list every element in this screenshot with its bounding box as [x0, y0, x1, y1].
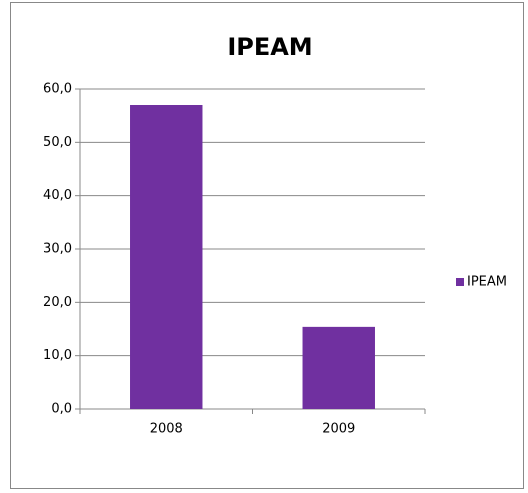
x-tick-label: 2009	[322, 422, 355, 437]
bar	[302, 326, 375, 409]
legend-label: IPEAM	[467, 275, 507, 290]
x-tick-label: 2008	[150, 422, 183, 437]
y-tick-label: 60,0	[43, 82, 72, 97]
y-tick-label: 20,0	[43, 295, 72, 310]
y-tick-label: 30,0	[43, 242, 72, 257]
bar	[130, 105, 203, 409]
y-tick-label: 40,0	[43, 188, 72, 203]
chart-title: IPEAM	[227, 33, 312, 61]
y-tick-label: 10,0	[43, 348, 72, 363]
chart-frame	[10, 2, 524, 489]
y-tick-label: 50,0	[43, 135, 72, 150]
y-tick-label: 0,0	[51, 402, 72, 417]
legend-swatch	[456, 278, 464, 286]
